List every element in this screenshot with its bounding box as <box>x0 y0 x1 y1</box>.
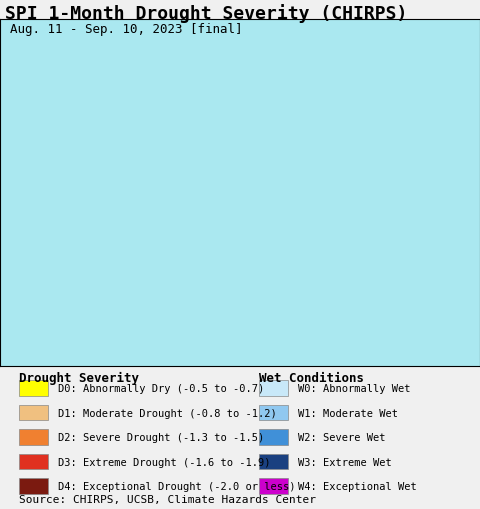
Text: W2: Severe Wet: W2: Severe Wet <box>298 432 385 442</box>
Bar <box>19 478 48 494</box>
Bar <box>259 405 288 420</box>
Text: D3: Extreme Drought (-1.6 to -1.9): D3: Extreme Drought (-1.6 to -1.9) <box>58 457 270 467</box>
Text: D0: Abnormally Dry (-0.5 to -0.7): D0: Abnormally Dry (-0.5 to -0.7) <box>58 383 264 393</box>
Text: Aug. 11 - Sep. 10, 2023 [final]: Aug. 11 - Sep. 10, 2023 [final] <box>10 23 242 36</box>
Text: SPI 1-Month Drought Severity (CHIRPS): SPI 1-Month Drought Severity (CHIRPS) <box>5 4 407 22</box>
Text: W1: Moderate Wet: W1: Moderate Wet <box>298 408 397 418</box>
Text: Drought Severity: Drought Severity <box>19 372 139 385</box>
Text: Wet Conditions: Wet Conditions <box>259 372 364 384</box>
Text: W3: Extreme Wet: W3: Extreme Wet <box>298 457 391 467</box>
Bar <box>19 454 48 469</box>
Bar <box>259 430 288 445</box>
Bar <box>19 381 48 396</box>
Text: Source: CHIRPS, UCSB, Climate Hazards Center: Source: CHIRPS, UCSB, Climate Hazards Ce… <box>19 494 316 504</box>
Text: W4: Exceptional Wet: W4: Exceptional Wet <box>298 481 416 491</box>
Bar <box>259 478 288 494</box>
Text: W0: Abnormally Wet: W0: Abnormally Wet <box>298 383 410 393</box>
Text: D2: Severe Drought (-1.3 to -1.5): D2: Severe Drought (-1.3 to -1.5) <box>58 432 264 442</box>
Bar <box>19 405 48 420</box>
Bar <box>19 430 48 445</box>
Text: D1: Moderate Drought (-0.8 to -1.2): D1: Moderate Drought (-0.8 to -1.2) <box>58 408 276 418</box>
Bar <box>259 454 288 469</box>
Text: D4: Exceptional Drought (-2.0 or less): D4: Exceptional Drought (-2.0 or less) <box>58 481 295 491</box>
Bar <box>259 381 288 396</box>
